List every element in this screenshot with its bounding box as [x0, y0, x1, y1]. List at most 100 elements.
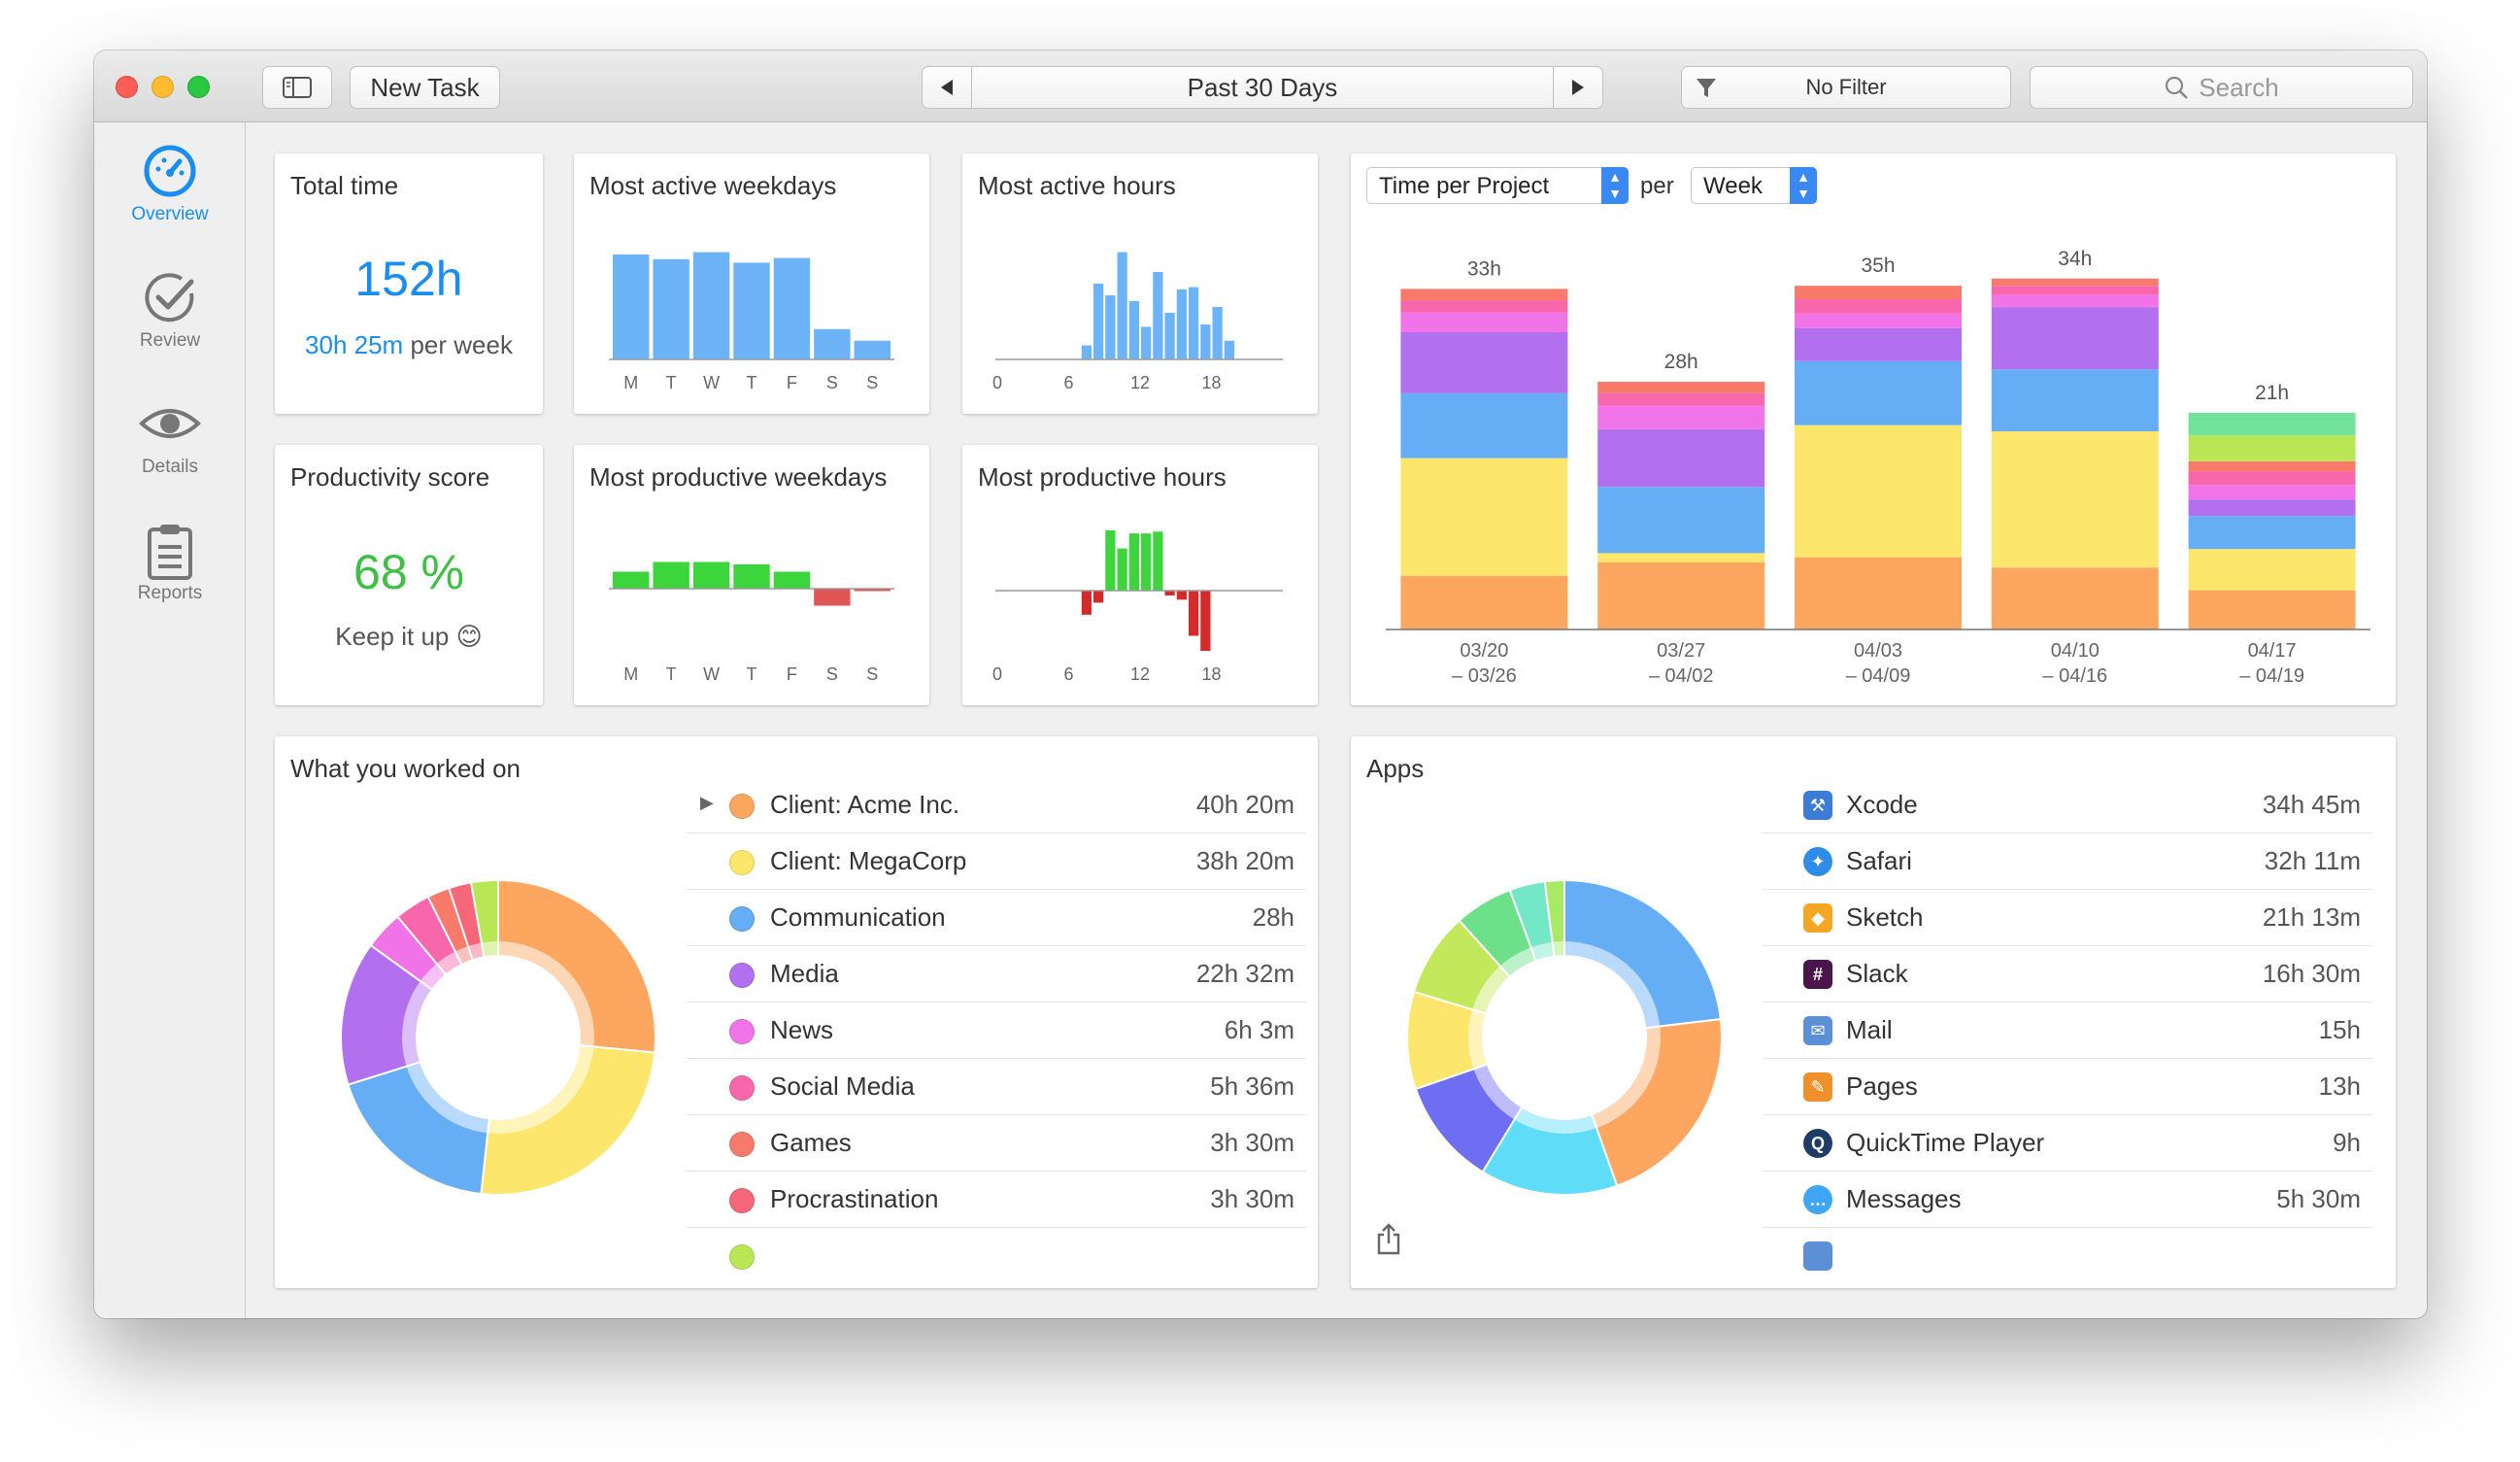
x-tick-label: – 04/09	[1846, 665, 1911, 687]
x-tick-label: – 03/26	[1452, 665, 1517, 687]
list-item[interactable]: News 6h 3m	[687, 1003, 1306, 1059]
previous-period-button[interactable]	[922, 66, 972, 109]
time-per-project-card: Time per Project ▲ ▼ per Week ▲ ▼ 33h 03/20…	[1351, 153, 2396, 705]
stacked-bar-segment	[1597, 487, 1765, 554]
bar-total-label: 35h	[1861, 255, 1895, 277]
x-tick-label: 03/27	[1657, 640, 1705, 662]
share-icon	[1377, 1223, 1400, 1255]
x-tick-label: T	[747, 373, 757, 392]
close-window-button[interactable]	[116, 76, 138, 98]
date-range-display[interactable]: Past 30 Days	[971, 66, 1554, 109]
list-item[interactable]: Q QuickTime Player 9h	[1763, 1115, 2372, 1172]
list-item[interactable]: Client: MegaCorp 38h 20m	[687, 833, 1306, 890]
color-swatch	[729, 1075, 755, 1101]
chart-bar	[1189, 287, 1199, 359]
gauge-icon	[144, 145, 196, 197]
list-item-partial[interactable]	[687, 1228, 1306, 1284]
most-productive-hours-card: Most productive hours 0 6 12 18	[962, 445, 1318, 705]
stacked-bar-segment	[1400, 332, 1568, 393]
list-item[interactable]: Social Media 5h 36m	[687, 1059, 1306, 1115]
x-tick-label: 12	[1130, 373, 1150, 392]
color-swatch	[729, 794, 755, 819]
x-tick-label: F	[787, 373, 797, 392]
chart-bar	[1176, 289, 1187, 359]
stacked-bar-segment	[1795, 286, 1962, 299]
productivity-score-value: 68 %	[353, 545, 464, 599]
chart-bar	[653, 561, 689, 589]
minimize-window-button[interactable]	[151, 76, 174, 98]
most-active-hours-card: Most active hours 0 6 12 18	[962, 153, 1318, 414]
list-item[interactable]: ⚒ Xcode 34h 45m	[1763, 777, 2372, 833]
sidebar-item-reports[interactable]: Reports	[94, 523, 246, 610]
chart-period-select[interactable]: Week ▲ ▼	[1691, 167, 1817, 204]
list-item[interactable]: ▶ Client: Acme Inc. 40h 20m	[687, 777, 1306, 833]
new-task-button[interactable]: New Task	[350, 66, 500, 109]
list-item[interactable]: ✦ Safari 32h 11m	[1763, 833, 2372, 890]
chart-bar	[1224, 340, 1234, 359]
pages-icon: ✎	[1803, 1072, 1832, 1102]
x-tick-label: M	[623, 373, 638, 392]
list-item[interactable]: ✉ Mail 15h	[1763, 1003, 2372, 1059]
list-item[interactable]: Procrastination 3h 30m	[687, 1172, 1306, 1228]
zoom-window-button[interactable]	[187, 76, 210, 98]
sidebar-item-label: Review	[139, 330, 201, 351]
chart-bar	[1105, 295, 1116, 359]
x-tick-label: – 04/16	[2042, 665, 2107, 687]
stacked-bar-segment	[1795, 425, 1962, 558]
chart-bar	[1117, 548, 1127, 591]
total-time-value: 152h	[354, 252, 463, 306]
list-item[interactable]: ◆ Sketch 21h 13m	[1763, 890, 2372, 946]
list-item[interactable]: Communication 28h	[687, 890, 1306, 946]
chart-bar	[1128, 301, 1139, 359]
slack-icon: #	[1803, 960, 1832, 989]
stacked-bar-segment	[1400, 458, 1568, 576]
x-tick-label: F	[787, 664, 797, 684]
stepper-arrows-icon: ▲ ▼	[1601, 167, 1629, 204]
chart-metric-select[interactable]: Time per Project ▲ ▼	[1366, 167, 1629, 204]
chart-bar	[814, 328, 851, 359]
chart-bar	[1105, 530, 1116, 591]
triangle-left-icon	[941, 80, 953, 95]
x-tick-label: 03/20	[1460, 640, 1508, 662]
x-tick-label: 6	[1063, 664, 1073, 684]
stacked-bar-segment	[1597, 392, 1765, 406]
sidebar-item-details[interactable]: Details	[94, 396, 246, 484]
stacked-bar-segment	[2188, 590, 2356, 629]
list-item[interactable]: Media 22h 32m	[687, 946, 1306, 1003]
disclosure-triangle-icon[interactable]: ▶	[700, 793, 714, 812]
next-period-button[interactable]	[1553, 66, 1603, 109]
donut-inner-ring	[1468, 941, 1661, 1134]
toolbar: New Task Past 30 Days No Filter Search	[94, 51, 2427, 122]
quicktime-icon: Q	[1803, 1129, 1832, 1158]
hammer-icon: ⚒	[1803, 791, 1832, 820]
search-field[interactable]: Search	[2030, 66, 2413, 109]
triangle-right-icon	[1572, 80, 1584, 95]
x-tick-label: M	[623, 664, 638, 684]
sidebar-toggle-button[interactable]	[262, 66, 332, 109]
list-item[interactable]: … Messages 5h 30m	[1763, 1172, 2372, 1228]
share-button[interactable]	[1374, 1222, 1403, 1260]
stacked-bar-segment	[1991, 307, 2159, 370]
color-swatch	[729, 1188, 755, 1213]
list-item[interactable]: Games 3h 30m	[687, 1115, 1306, 1172]
card-title: What you worked on	[290, 754, 521, 783]
list-item[interactable]: ✎ Pages 13h	[1763, 1059, 2372, 1115]
list-item-partial[interactable]	[1763, 1228, 2372, 1284]
stamp-icon: ✉	[1803, 1016, 1832, 1045]
chart-bar	[733, 564, 770, 589]
sidebar-item-overview[interactable]: Overview	[94, 144, 246, 231]
x-tick-label: S	[826, 373, 838, 392]
worked-on-donut-chart	[340, 878, 656, 1196]
most-active-weekdays-card: Most active weekdays M T W T F S S	[574, 153, 929, 414]
sidebar-item-review[interactable]: Review	[94, 270, 246, 357]
donut-slice	[1563, 878, 1723, 1030]
apps-donut-chart	[1406, 878, 1723, 1196]
filter-button[interactable]: No Filter	[1681, 66, 2011, 109]
clipboard-icon	[148, 525, 192, 580]
app-window: New Task Past 30 Days No Filter Search O…	[94, 51, 2427, 1318]
productivity-message-text: Keep it up	[335, 622, 450, 651]
list-item[interactable]: # Slack 16h 30m	[1763, 946, 2372, 1003]
overview-content: Total time 152h 30h 25m per week Product…	[246, 122, 2427, 1318]
chart-bar	[1212, 307, 1223, 359]
stacked-bar-segment	[1795, 360, 1962, 425]
